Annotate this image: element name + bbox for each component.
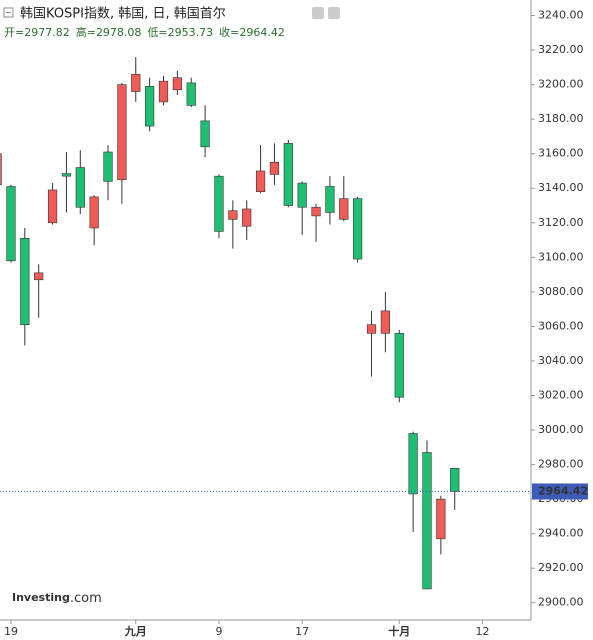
x-tick-label: 9 <box>215 625 222 638</box>
y-tick-label: 3240.00 <box>538 9 584 22</box>
x-tick-label: 九月 <box>124 624 147 638</box>
candle-body <box>436 498 446 540</box>
candle-body <box>297 182 307 208</box>
candle-body <box>117 84 127 180</box>
y-tick-label: 2980.00 <box>538 458 584 471</box>
ohlc-label: 收= <box>219 25 239 39</box>
candle-body <box>0 153 2 186</box>
ohlc-value: 2977.82 <box>24 26 70 39</box>
candle-body <box>103 151 113 182</box>
candle-body <box>353 198 363 260</box>
candle-body <box>200 120 210 148</box>
settings-icon[interactable] <box>328 7 340 19</box>
y-tick-label: 3120.00 <box>538 216 584 229</box>
y-tick-label: 3180.00 <box>538 112 584 125</box>
watermark-brand: Investing <box>12 591 70 604</box>
candle-body <box>408 433 418 495</box>
y-tick-label: 3140.00 <box>538 181 584 194</box>
ohlc-value: 2964.42 <box>239 26 285 39</box>
candle-body <box>255 170 266 192</box>
candle-body <box>450 468 460 492</box>
candle-body <box>283 143 293 206</box>
candle-body <box>366 324 377 334</box>
y-tick-label: 3000.00 <box>538 423 584 436</box>
candle-body <box>242 208 252 227</box>
ohlc-value: 2953.73 <box>168 26 214 39</box>
x-tick-label: 17 <box>295 625 309 638</box>
y-tick-label: 3020.00 <box>538 388 584 401</box>
ohlc-label: 开= <box>4 26 24 39</box>
candle-body <box>339 198 349 220</box>
candle-body <box>394 333 404 398</box>
y-tick-label: 3220.00 <box>538 43 584 56</box>
candle-body <box>145 86 155 127</box>
watermark: Investing.com <box>12 591 102 606</box>
price-tag <box>532 483 588 500</box>
candle-body <box>172 77 182 91</box>
x-tick-label: 19 <box>4 625 18 638</box>
candle-body <box>131 73 141 92</box>
collapse-icon[interactable] <box>3 7 14 18</box>
candle-body <box>47 189 58 224</box>
watermark-suffix: .com <box>70 591 102 606</box>
ohlc-label: 低= <box>147 26 167 39</box>
candle-body <box>6 186 16 262</box>
y-tick-label: 3080.00 <box>538 285 584 298</box>
eye-icon[interactable] <box>312 7 324 19</box>
candle-body <box>311 206 321 217</box>
y-tick-label: 3160.00 <box>538 147 584 160</box>
candle-body <box>186 82 196 106</box>
y-tick-label: 2920.00 <box>538 561 584 574</box>
candle-body <box>75 167 85 208</box>
candle-body <box>158 80 169 103</box>
candle-body <box>325 186 335 213</box>
candle-body <box>20 238 30 325</box>
candle-body <box>228 210 238 220</box>
y-tick-label: 3060.00 <box>538 319 584 332</box>
y-tick-label: 3100.00 <box>538 250 584 263</box>
y-tick-label: 2940.00 <box>538 527 584 540</box>
candle-body <box>34 272 44 281</box>
x-tick-label: 12 <box>475 625 489 638</box>
candle-body <box>269 162 280 175</box>
y-tick-label: 2900.00 <box>538 596 584 609</box>
candle-body <box>89 196 99 229</box>
ohlc-value: 2978.08 <box>96 26 142 39</box>
candle-body <box>214 175 224 232</box>
y-tick-label: 3200.00 <box>538 78 584 91</box>
chart-title: 韩国KOSPI指数, 韩国, 日, 韩国首尔 <box>20 7 226 22</box>
y-tick-label: 3040.00 <box>538 354 584 367</box>
price-tag-label: 2964.42 <box>538 484 588 497</box>
x-tick-label: 十月 <box>388 624 410 638</box>
ohlc-label: 高= <box>76 25 96 39</box>
candle-body <box>380 310 390 334</box>
candle-body <box>61 173 72 177</box>
candle-body <box>422 452 432 590</box>
